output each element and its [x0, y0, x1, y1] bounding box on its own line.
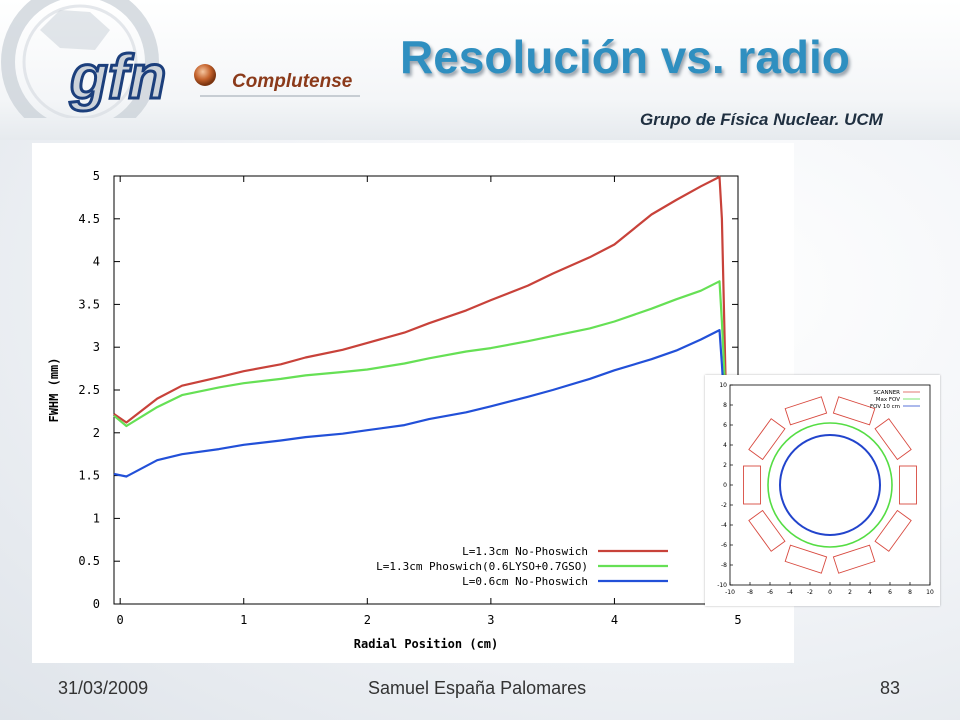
inset-y-tick-label: 6: [723, 422, 727, 429]
scanner-block-group: [874, 418, 912, 461]
x-axis-label: Radial Position (cm): [354, 637, 499, 651]
inset-y-tick-label: -6: [721, 542, 727, 549]
inset-x-tick-label: 8: [908, 589, 912, 596]
scanner-block: [748, 509, 786, 552]
inset-x-tick-label: 6: [888, 589, 892, 596]
inset-x-tick-label: 0: [828, 589, 832, 596]
inset-y-tick-label: -4: [721, 522, 727, 529]
inset-x-tick-label: 2: [848, 589, 852, 596]
inset-y-tick-label: 8: [723, 402, 727, 409]
inset-y-tick-label: 2: [723, 462, 727, 469]
logo-subtext: Complutense: [232, 71, 353, 92]
y-tick-label: 5: [93, 169, 100, 183]
y-tick-label: 0: [93, 597, 100, 611]
inset-legend-label: FOV 10 cm: [870, 404, 900, 410]
scanner-block-group: [748, 418, 786, 461]
y-tick-label: 1: [93, 511, 100, 525]
scanner-block-group: [748, 509, 786, 552]
inset-y-tick-label: 4: [723, 442, 727, 449]
inset-frame: [729, 384, 931, 586]
x-tick-label: 0: [117, 613, 124, 627]
slide-title: Resolución vs. radio: [400, 31, 850, 83]
scanner-block: [832, 544, 876, 574]
y-tick-label: 4: [93, 255, 100, 269]
slide-subtitle: Grupo de Física Nuclear. UCM: [640, 110, 883, 129]
y-tick-label: 1.5: [78, 469, 100, 483]
series-line-2: [113, 280, 727, 428]
gfn-logo: gfn Complutense: [1, 0, 360, 118]
legend-label: L=0.6cm No-Phoswich: [462, 575, 588, 588]
footer-date: 31/03/2009: [58, 678, 149, 698]
inset-x-tick-label: 4: [868, 589, 872, 596]
inset-legend-label: SCANNER: [873, 390, 900, 396]
y-tick-label: 2.5: [78, 383, 100, 397]
scanner-block-group: [784, 396, 828, 426]
scanner-block: [874, 418, 912, 461]
inset-panel: -10 -8 -6 -4 -2 0 2 4 6 8 10 -10 -8 -6 -4 -2 0 2 4 6 8 10 SCAN…: [705, 375, 940, 606]
footer-author: Samuel España Palomares: [368, 678, 587, 698]
x-tick-label: 4: [611, 613, 618, 627]
x-tick-label: 3: [487, 613, 494, 627]
scanner-block-group: [832, 396, 876, 426]
scanner-block: [743, 465, 761, 505]
scanner-block: [874, 509, 912, 552]
scanner-block-group: [832, 544, 876, 574]
scanner-block-group: [874, 509, 912, 552]
scanner-block-group: [784, 544, 828, 574]
inset-x-tick-label: -2: [807, 589, 813, 596]
fwhm-chart: 0 0.5 1 1.5 2 2.5 3 3.5 4 4.5 5 0 1 2 3 4 5 Radial Positi…: [47, 169, 742, 651]
scanner-block-group: [899, 465, 917, 505]
scanner-block: [784, 396, 828, 426]
inset-y-tick-label: -10: [717, 582, 727, 589]
scanner-block: [899, 465, 917, 505]
series-line-3: [113, 329, 727, 478]
y-axis-label: FWHM (mm): [47, 357, 61, 422]
y-tick-label: 2: [93, 426, 100, 440]
inset-x-tick-label: -10: [725, 589, 735, 596]
page-number: 83: [880, 678, 901, 698]
series-line-1: [113, 175, 727, 424]
legend-label: L=1.3cm Phoswich(0.6LYSO+0.7GSO): [376, 560, 588, 573]
x-tick-label: 5: [734, 613, 741, 627]
header-band: [0, 0, 960, 140]
y-tick-label: 4.5: [78, 212, 100, 226]
scanner-block: [748, 418, 786, 461]
y-tick-label: 3.5: [78, 297, 100, 311]
inset-x-tick-label: 10: [926, 589, 934, 596]
inset-x-tick-label: -8: [747, 589, 753, 596]
inset-y-tick-label: 10: [719, 382, 727, 389]
inset-x-tick-label: -4: [787, 589, 793, 596]
inset-y-tick-label: -8: [721, 562, 727, 569]
inset-legend-label: Max FOV: [876, 397, 901, 403]
inset-x-tick-label: -6: [767, 589, 773, 596]
inset-y-tick-label: -2: [721, 502, 727, 509]
logo-text: gfn: [69, 43, 166, 112]
x-tick-label: 1: [240, 613, 247, 627]
y-tick-label: 3: [93, 340, 100, 354]
scanner-block: [832, 396, 876, 426]
scanner-block-group: [743, 465, 761, 505]
max-fov-circle: [767, 422, 893, 548]
scanner-block: [784, 544, 828, 574]
fov-10cm-circle: [779, 434, 881, 536]
x-tick-label: 2: [364, 613, 371, 627]
scanner-geometry-chart: -10 -8 -6 -4 -2 0 2 4 6 8 10 -10 -8 -6 -4 -2 0 2 4 6 8 10 SCAN…: [717, 382, 934, 596]
inset-y-tick-label: 0: [723, 482, 727, 489]
main-chart-panel: 0 0.5 1 1.5 2 2.5 3 3.5 4 4.5 5 0 1 2 3 4 5 Radial Positi…: [32, 143, 794, 663]
legend-label: L=1.3cm No-Phoswich: [462, 545, 588, 558]
y-tick-label: 0.5: [78, 554, 100, 568]
